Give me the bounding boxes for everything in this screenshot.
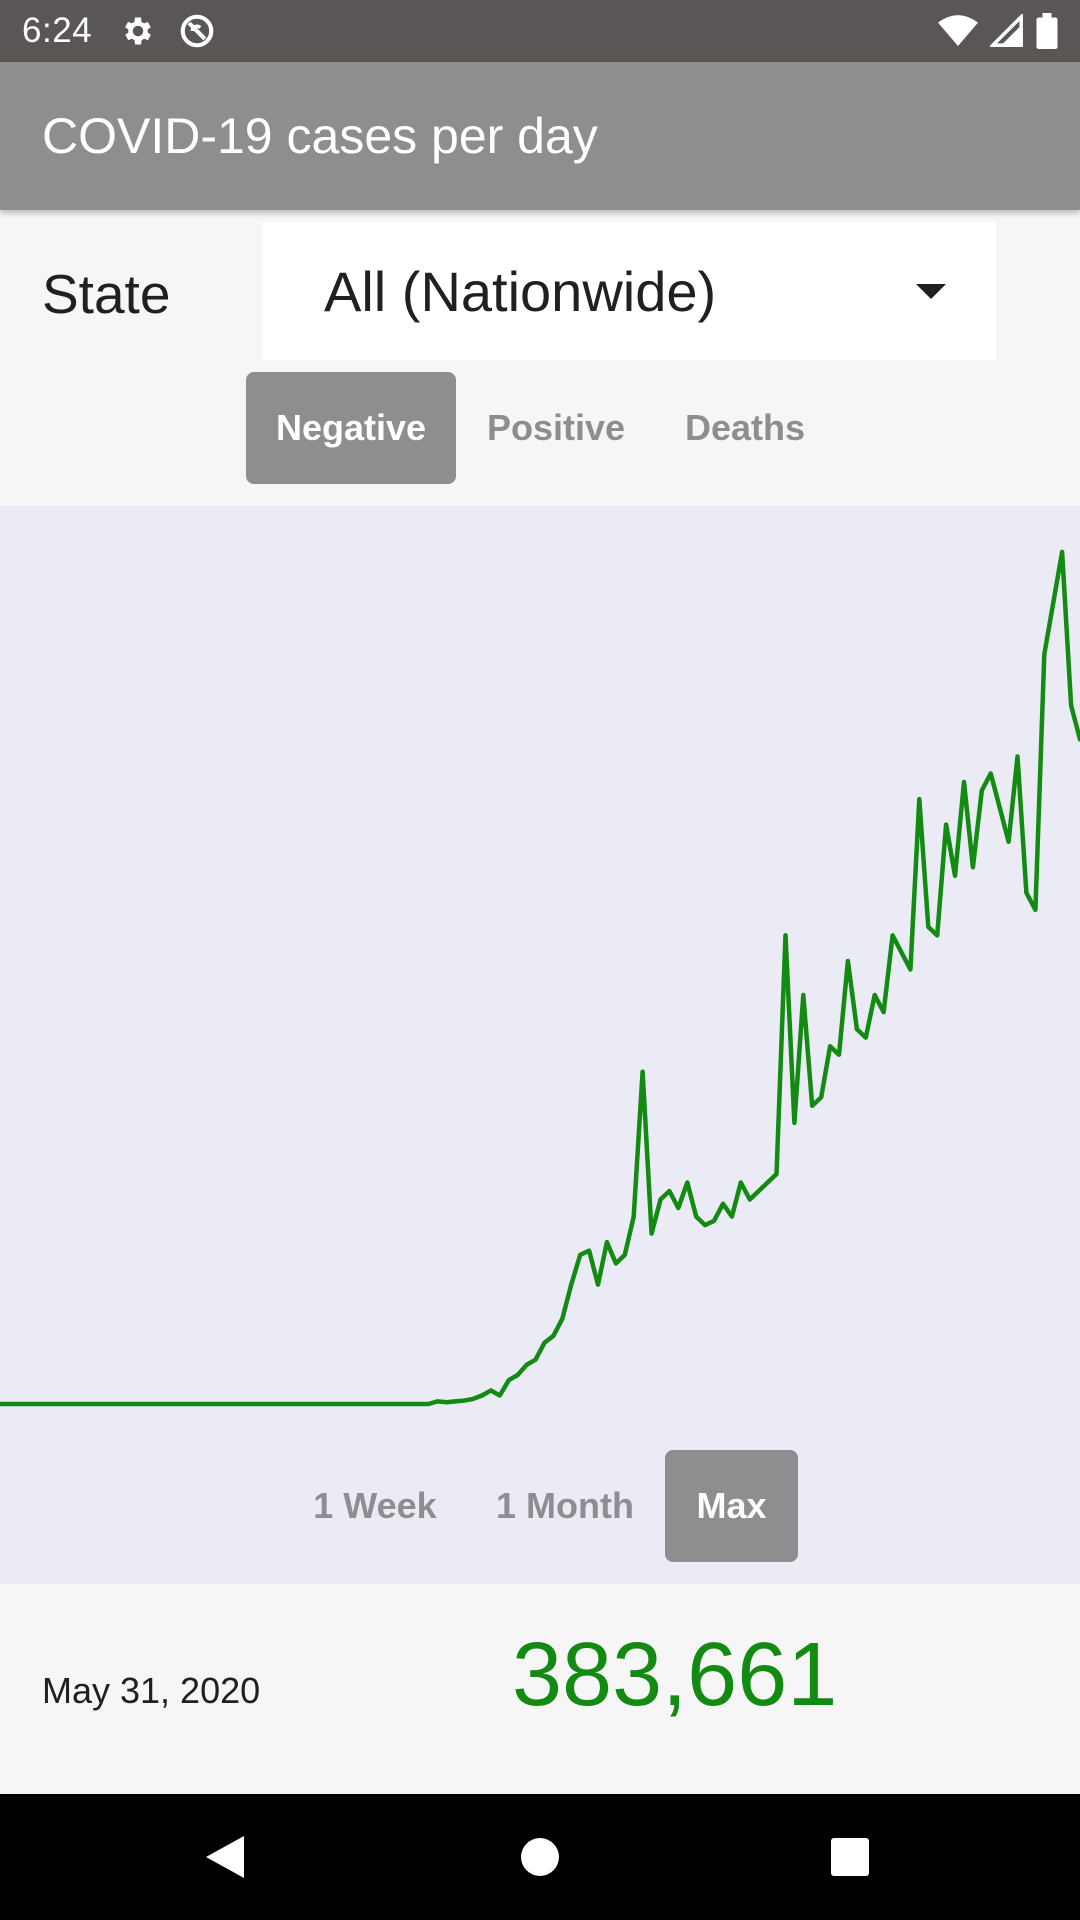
chart-area[interactable]: 1 Week 1 Month Max [0,506,1080,1584]
no-sync-icon [178,12,216,50]
tab-positive-label: Positive [486,407,626,448]
tab-negative-label: Negative [275,407,427,448]
tab-deaths-label: Deaths [684,407,806,448]
recents-square-icon [831,1838,869,1876]
back-button[interactable] [190,1794,260,1920]
home-circle-icon [521,1838,559,1876]
state-dropdown[interactable]: All (Nationwide) [262,222,996,360]
navigation-bar [0,1794,1080,1920]
tab-negative[interactable]: Negative [246,372,456,484]
home-button[interactable] [505,1794,575,1920]
readout-value: 383,661 [512,1625,838,1725]
wifi-icon [938,14,978,48]
readout-date: May 31, 2020 [42,1670,261,1711]
range-tab-1-week[interactable]: 1 Week [300,1450,450,1562]
series-line [0,549,1080,1407]
app-title: COVID-19 cases per day [42,108,598,164]
state-label: State [42,263,171,325]
state-row: State All (Nationwide) [0,210,1080,370]
range-tab-max[interactable]: Max [665,1450,798,1562]
battery-icon [1036,13,1058,49]
chevron-down-icon [916,284,946,299]
readout: May 31, 2020 383,661 [0,1584,1080,1794]
state-dropdown-value: All (Nationwide) [324,259,717,323]
back-triangle-icon [206,1836,244,1878]
cellular-signal-icon [990,14,1024,48]
tab-positive[interactable]: Positive [470,372,642,484]
gear-icon [120,13,156,49]
metric-tabs: Negative Positive Deaths [0,372,1080,484]
range-tab-1-month[interactable]: 1 Month [484,1450,646,1562]
range-tabs: 1 Week 1 Month Max [0,1450,1080,1562]
status-time: 6:24 [22,11,93,50]
tab-deaths[interactable]: Deaths [662,372,828,484]
range-tab-1-week-label: 1 Week [313,1485,437,1526]
line-chart[interactable] [0,506,1080,1426]
range-tab-1-month-label: 1 Month [496,1485,634,1526]
status-bar: 6:24 [0,0,1080,62]
recents-button[interactable] [815,1794,885,1920]
app-bar: COVID-19 cases per day [0,62,1080,210]
range-tab-max-label: Max [696,1485,767,1526]
